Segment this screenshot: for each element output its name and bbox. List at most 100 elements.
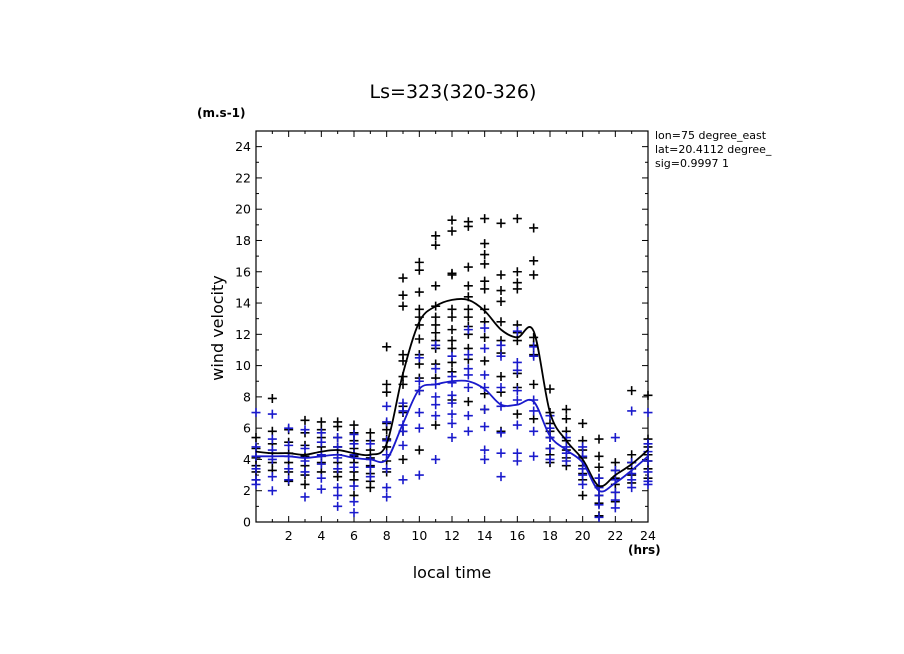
data-point [398,290,408,300]
data-point [349,481,359,491]
data-point [480,422,490,432]
data-point [578,479,588,489]
data-point [496,428,506,438]
data-point [578,470,588,480]
data-point [480,323,490,333]
data-point [251,408,261,418]
data-point [382,464,392,474]
data-point [529,351,539,361]
mean-lines [255,297,649,493]
data-point [594,462,604,472]
data-point [414,376,424,386]
data-point [496,382,506,392]
data-point [447,343,457,353]
y-tick-label: 2 [243,483,251,498]
data-point [414,408,424,418]
x-axis: 2 4 6 8 10 12 14 16 18 20 22 24 [271,131,656,543]
data-point [529,332,539,342]
data-point [561,404,571,414]
x-tick-label: 4 [317,528,325,543]
y-axis-units: (m.s-1) [197,106,246,120]
data-point [627,406,637,416]
info-lon: lon=75 degree_east [655,129,767,142]
data-point [594,434,604,444]
info-sig: sig=0.9997 1 [655,157,729,170]
data-point [480,304,490,314]
data-point [480,276,490,286]
data-point [529,426,539,436]
data-point [267,409,277,419]
data-point [480,343,490,353]
data-point [463,325,473,335]
data-point [610,487,620,497]
data-point [447,215,457,225]
data-point [610,458,620,468]
data-point [480,332,490,342]
data-point [545,454,555,464]
data-point [463,221,473,231]
y-tick-label: 6 [243,421,251,436]
y-axis-label: wind velocity [208,275,227,380]
data-point [333,483,343,493]
x-tick-label: 22 [607,528,623,543]
data-point [447,409,457,419]
x-axis-units: (hrs) [628,543,661,557]
data-point [643,456,653,466]
data-point [251,479,261,489]
data-point [431,320,441,330]
data-point [414,287,424,297]
data-point [414,386,424,396]
data-point [578,442,588,452]
data-point [496,372,506,382]
data-point [610,433,620,443]
data-point [300,443,310,453]
y-tick-label: 12 [235,327,251,342]
data-point [480,356,490,366]
data-point [365,439,375,449]
data-point [496,296,506,306]
data-point [398,440,408,450]
data-point [414,304,424,314]
data-point [398,475,408,485]
data-point [643,439,653,449]
data-point [382,379,392,389]
data-point [480,239,490,249]
data-point [561,414,571,424]
data-point [333,501,343,511]
data-point [512,214,522,224]
y-tick-label: 18 [235,233,251,248]
data-point [414,353,424,363]
data-point [333,422,343,432]
x-tick-label: 10 [411,528,427,543]
y-tick-label: 24 [235,139,251,154]
data-point [349,497,359,507]
x-tick-label: 8 [383,528,391,543]
data-point [316,437,326,447]
data-point [496,270,506,280]
x-tick-label: 18 [542,528,558,543]
data-point [414,334,424,344]
data-point [463,312,473,322]
data-point [512,386,522,396]
y-tick-label: 16 [235,264,251,279]
y-tick-label: 20 [235,202,251,217]
data-point [447,433,457,443]
data-point [398,454,408,464]
series-1-mean-line [255,379,649,493]
data-point [316,428,326,438]
data-point [316,417,326,427]
data-point [349,439,359,449]
data-point [333,433,343,443]
data-point [643,479,653,489]
data-point [447,418,457,428]
data-point [284,423,294,433]
info-lat: lat=20.4112 degree_ [655,143,772,156]
data-point [284,464,294,474]
data-point [431,281,441,291]
data-point [463,382,473,392]
data-point [267,472,277,482]
data-point [447,304,457,314]
data-point [316,484,326,494]
